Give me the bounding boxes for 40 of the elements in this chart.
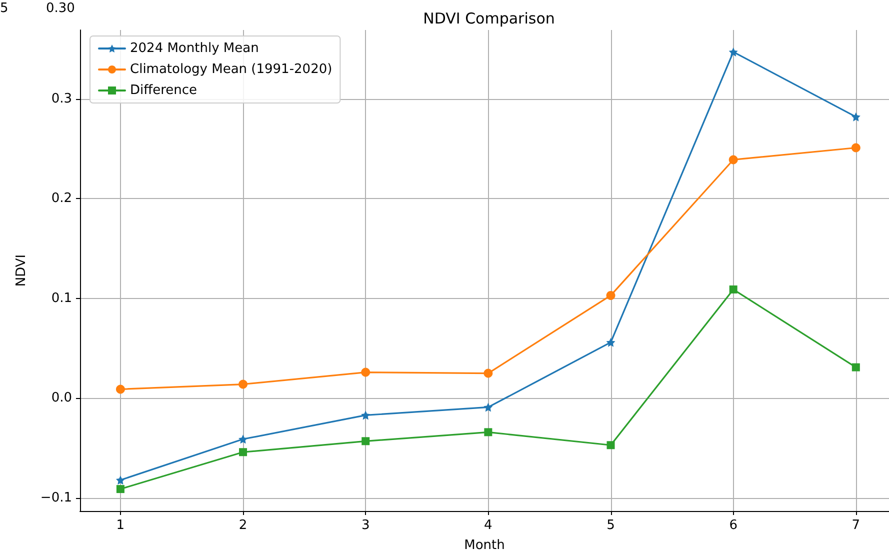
point: [606, 441, 615, 450]
point: [851, 112, 860, 122]
point: [116, 476, 125, 485]
y-tick-label: 0.2: [51, 191, 72, 206]
text: 0.30: [46, 1, 75, 16]
point: [116, 485, 124, 494]
y-tick-label: 0.3: [51, 91, 72, 106]
point: [239, 448, 248, 456]
y-tick-label: 0.1: [51, 290, 72, 306]
point: [361, 410, 370, 420]
x-tick-label: 6: [729, 518, 738, 533]
y-tick-label: −0.1: [40, 490, 72, 506]
x-axis-title: Month: [464, 538, 505, 553]
legend-label: 2024 Monthly Mean: [130, 41, 259, 56]
x-tick-label: 7: [852, 518, 860, 533]
point: [116, 384, 125, 394]
y-axis-title: NDVI: [14, 254, 29, 287]
point: [606, 290, 616, 300]
point: [606, 338, 616, 347]
point: [362, 437, 370, 446]
point: [852, 363, 860, 372]
point: [484, 402, 493, 412]
legend-label: Climatology Mean (1991-2020): [130, 62, 332, 77]
point: [851, 143, 860, 152]
point: [729, 285, 738, 294]
x-tick-label: 3: [361, 518, 370, 533]
text: 5: [0, 1, 8, 16]
x-tick-label: 5: [606, 518, 615, 533]
x-tick-label: 2: [238, 518, 248, 533]
point: [484, 368, 493, 378]
point: [728, 155, 738, 164]
point: [361, 368, 370, 377]
point: [238, 380, 248, 389]
x-tick-label: 4: [484, 518, 492, 533]
point: [728, 47, 738, 56]
x-tick-label: 1: [116, 518, 125, 533]
chart-title: NDVI Comparison: [423, 10, 555, 28]
y-tick-label: 0.0: [51, 390, 72, 406]
point: [484, 428, 492, 436]
legend-label: Difference: [130, 83, 198, 98]
